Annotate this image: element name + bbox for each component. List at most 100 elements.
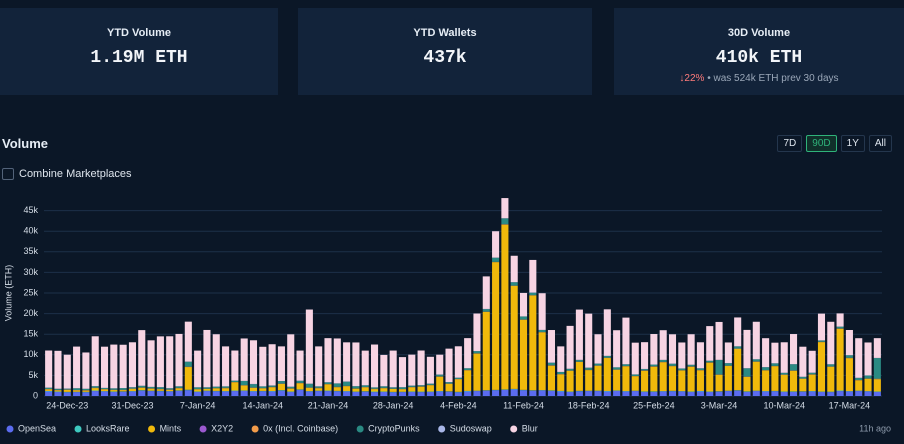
bar-segment — [231, 350, 239, 381]
bar-segment — [762, 367, 770, 371]
bar-segment — [771, 342, 779, 364]
bar-segment — [827, 366, 835, 392]
bar-segment — [492, 262, 500, 390]
bar-segment — [408, 391, 416, 396]
bar-segment — [240, 381, 248, 386]
bar-segment — [296, 380, 304, 383]
y-tick-label: 30k — [23, 267, 38, 277]
bar-segment — [631, 391, 639, 396]
range-button[interactable]: 7D — [777, 135, 803, 152]
bar-segment — [259, 391, 267, 396]
bar-segment — [249, 387, 258, 392]
bar-segment — [324, 338, 332, 383]
bar-segment — [808, 350, 816, 373]
bar-segment — [473, 391, 481, 396]
legend-label: Sudoswap — [450, 423, 492, 433]
range-selector: 7D 90D 1Y All — [777, 135, 892, 152]
bar-segment — [380, 391, 388, 396]
bar-segment — [398, 357, 407, 388]
bar-segment — [45, 387, 53, 389]
bar-segment — [445, 348, 453, 383]
bar-segment — [501, 218, 509, 225]
bar-segment — [296, 350, 304, 381]
bar-segment — [864, 342, 872, 376]
bar-segment — [687, 364, 695, 367]
x-tick-label: 11-Feb-24 — [503, 400, 544, 410]
bar-segment — [324, 382, 332, 385]
bar-segment — [389, 350, 397, 388]
bar-segment — [668, 366, 677, 391]
bar-segment — [73, 388, 81, 390]
bar-segment — [687, 366, 695, 392]
bar-segment — [315, 346, 323, 387]
bar-segment — [743, 376, 751, 392]
bar-segment — [613, 367, 621, 370]
bar-segment — [836, 326, 844, 329]
range-button[interactable]: 90D — [806, 135, 837, 152]
bar-segment — [73, 392, 81, 396]
x-tick-label: 10-Mar-24 — [763, 400, 805, 410]
bar-segment — [259, 388, 267, 391]
bar-segment — [873, 391, 881, 396]
bar-segment — [538, 390, 546, 396]
bar-segment — [268, 387, 276, 392]
bar-segment — [63, 388, 71, 390]
bar-segment — [668, 391, 677, 396]
bar-segment — [249, 391, 258, 396]
bar-segment — [305, 309, 313, 384]
y-tick-label: 15k — [23, 329, 38, 339]
bar-segment — [817, 391, 826, 396]
checkbox-label: Combine Marketplaces — [19, 168, 132, 180]
bar-segment — [371, 387, 379, 389]
range-button[interactable]: 1Y — [840, 135, 865, 152]
bar-segment — [557, 374, 565, 391]
bar-segment — [436, 391, 444, 396]
bar-segment — [473, 353, 481, 391]
combine-toggle[interactable]: Combine Marketplaces — [2, 168, 132, 180]
bar-segment — [184, 361, 192, 367]
bar-segment — [519, 316, 528, 320]
bar-segment — [110, 388, 118, 390]
bar-segment — [156, 389, 164, 391]
bar-segment — [194, 389, 202, 392]
bar-segment — [203, 388, 211, 391]
bar-segment — [743, 329, 751, 369]
y-axis-label: Volume (ETH) — [3, 265, 13, 322]
bar-segment — [333, 391, 341, 396]
bar-segment — [855, 391, 863, 396]
bar-segment — [222, 388, 230, 392]
bar-segment — [91, 386, 99, 388]
bar-segment — [855, 377, 863, 381]
bar-segment — [128, 389, 136, 392]
bar-segment — [529, 390, 537, 396]
bar-segment — [799, 376, 807, 379]
bar-segment — [464, 368, 472, 370]
bar-segment — [156, 336, 164, 388]
legend-label: OpenSea — [18, 423, 56, 433]
bar-segment — [780, 375, 788, 392]
bar-segment — [529, 259, 537, 293]
bar-segment — [464, 391, 472, 396]
bar-segment — [194, 387, 202, 390]
bar-segment — [277, 390, 285, 396]
bar-segment — [259, 346, 267, 387]
bar-segment — [277, 381, 285, 384]
range-button[interactable]: All — [868, 135, 892, 152]
bar-segment — [547, 390, 555, 396]
bar-segment — [575, 309, 583, 360]
bar-segment — [762, 338, 770, 368]
bar-segment — [212, 334, 220, 387]
bar-segment — [408, 354, 416, 386]
bar-segment — [156, 387, 164, 389]
bar-segment — [668, 334, 677, 364]
checkbox[interactable] — [2, 168, 14, 180]
legend-marker — [251, 425, 259, 433]
bar-segment — [864, 375, 872, 379]
bar-segment — [184, 367, 192, 390]
legend-label: Blur — [522, 423, 538, 433]
bar-segment — [594, 365, 602, 391]
bar-segment — [724, 363, 732, 366]
y-tick-label: 10k — [23, 349, 38, 359]
bar-segment — [352, 388, 360, 392]
bar-segment — [557, 391, 565, 396]
